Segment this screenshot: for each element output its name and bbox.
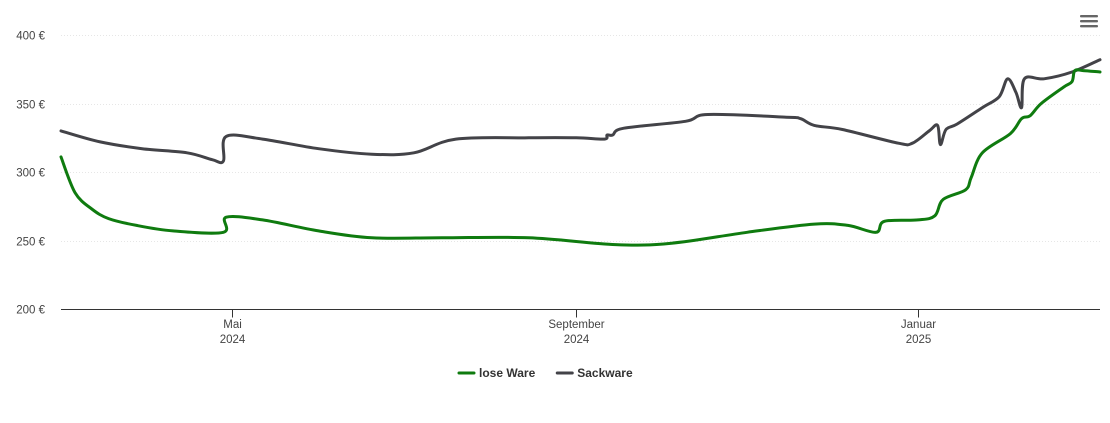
- y-tick-label: 350 €: [16, 100, 45, 112]
- x-tick-label-month: September: [548, 319, 604, 331]
- legend-item-sackware[interactable]: Sackware: [555, 366, 633, 380]
- legend-label: Sackware: [577, 366, 633, 380]
- hamburger-menu-button[interactable]: [1078, 12, 1100, 30]
- y-tick-label: 250 €: [16, 237, 45, 249]
- hamburger-menu-icon[interactable]: [1080, 15, 1098, 28]
- x-tick-label-month: Mai: [223, 319, 242, 331]
- x-tick-label-year: 2025: [906, 334, 932, 346]
- legend-item-lose-ware[interactable]: lose Ware: [457, 366, 536, 380]
- x-axis: [61, 309, 1100, 318]
- x-tick-label-year: 2024: [220, 334, 246, 346]
- y-tick-label: 300 €: [16, 168, 45, 180]
- y-axis-labels: 200 € 250 € 300 € 350 € 400 €: [16, 31, 45, 317]
- series-lines: [59, 58, 1102, 247]
- x-tick-label-year: 2024: [564, 334, 590, 346]
- y-tick-label: 400 €: [16, 31, 45, 43]
- x-tick-label-month: Januar: [901, 319, 936, 331]
- series-line-sackware[interactable]: [59, 58, 1102, 165]
- y-tick-label: 200 €: [16, 305, 45, 317]
- x-axis-labels: Mai 2024 September 2024 Januar 2025: [220, 319, 937, 346]
- legend[interactable]: lose Ware Sackware: [457, 366, 633, 380]
- series-line-lose-ware[interactable]: [59, 68, 1102, 247]
- legend-label: lose Ware: [479, 366, 536, 380]
